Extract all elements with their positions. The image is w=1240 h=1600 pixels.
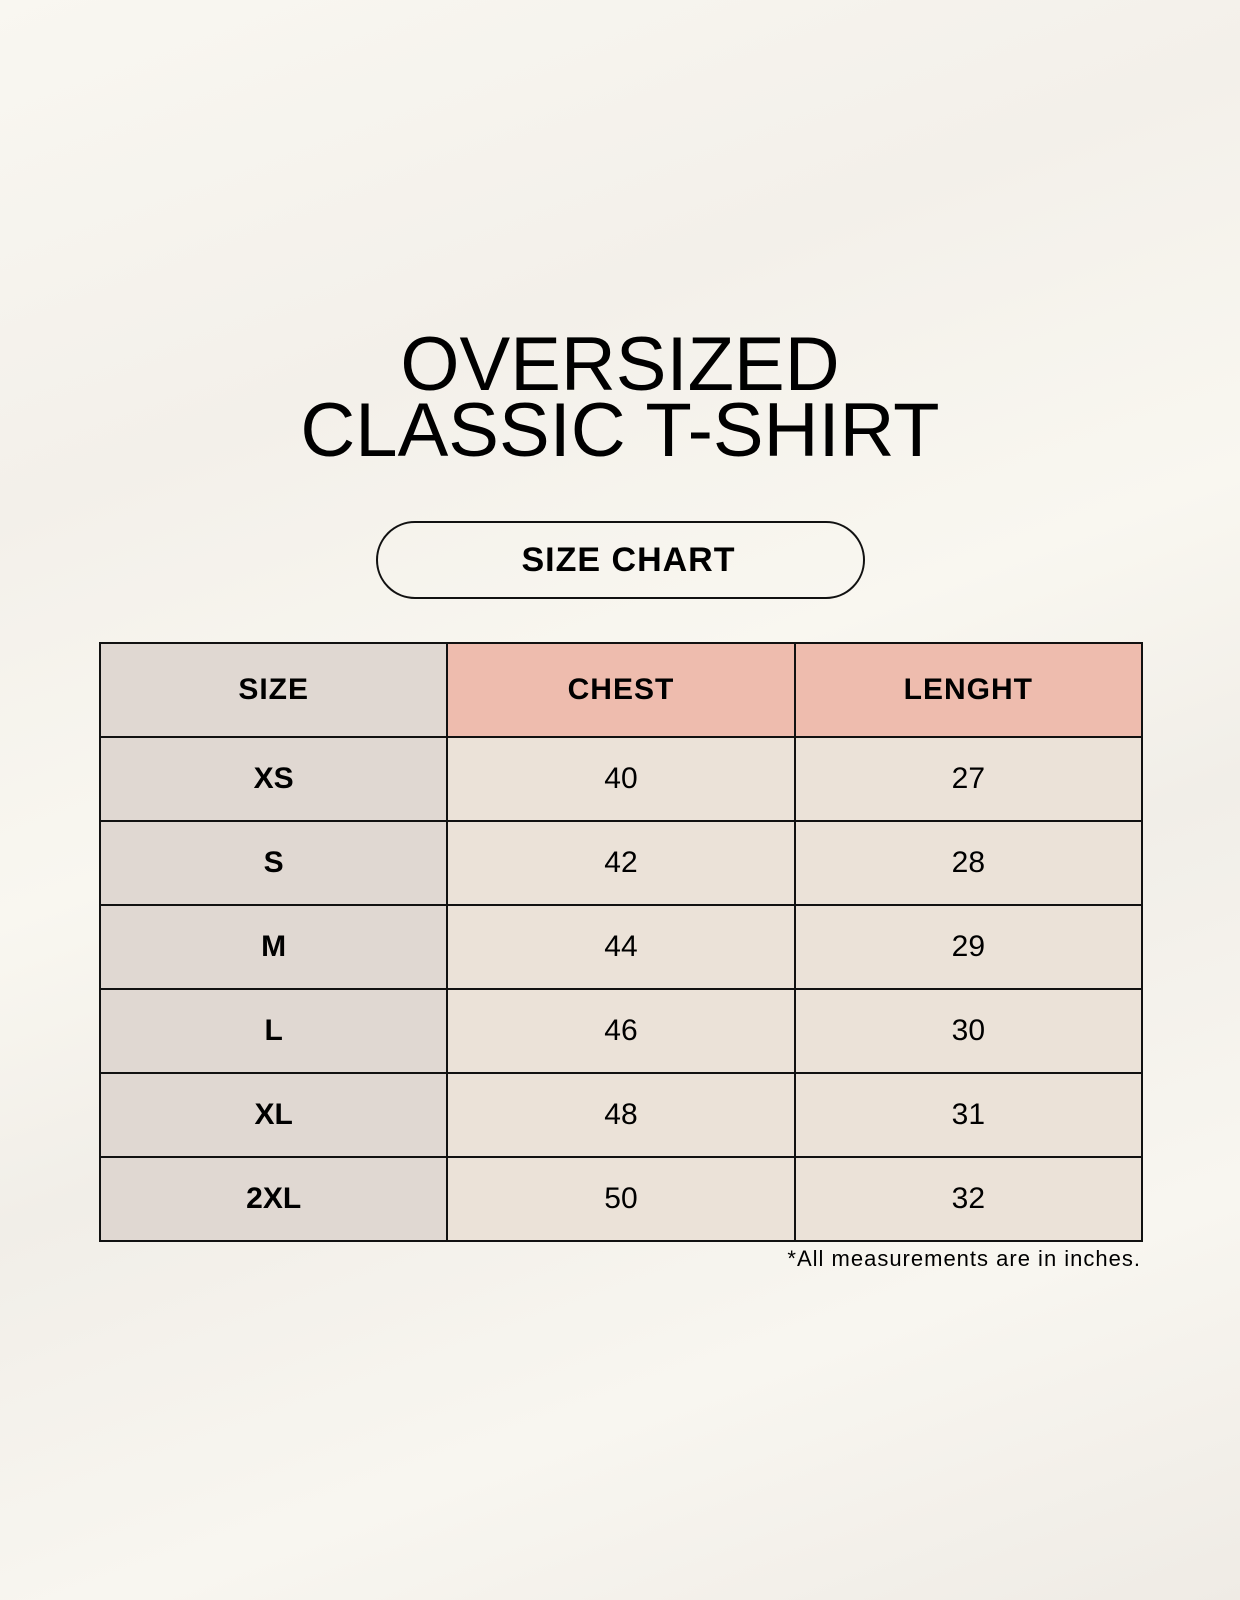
title-line-1: OVERSIZED bbox=[400, 322, 840, 407]
page-title: OVERSIZED CLASSIC T-SHIRT bbox=[0, 322, 1240, 473]
table-row: L 46 30 bbox=[98, 988, 1144, 1074]
header-length: LENGHT bbox=[793, 642, 1144, 738]
chest-cell: 50 bbox=[446, 1156, 796, 1242]
size-table: SIZE CHEST LENGHT XS 40 27 S 42 28 M 44 29 L 46 30 X… bbox=[98, 642, 1144, 1242]
length-cell: 31 bbox=[793, 1072, 1144, 1158]
table-row: M 44 29 bbox=[98, 904, 1144, 990]
title-line-2: CLASSIC T-SHIRT bbox=[300, 388, 940, 473]
header-size: SIZE bbox=[98, 642, 449, 738]
chest-cell: 46 bbox=[446, 988, 796, 1074]
size-cell: L bbox=[98, 988, 449, 1074]
length-cell: 27 bbox=[793, 736, 1144, 822]
chest-cell: 44 bbox=[446, 904, 796, 990]
size-cell: XL bbox=[98, 1072, 449, 1158]
size-cell: M bbox=[98, 904, 449, 990]
length-cell: 28 bbox=[793, 820, 1144, 906]
table-row: XS 40 27 bbox=[98, 736, 1144, 822]
chest-cell: 40 bbox=[446, 736, 796, 822]
table-row: S 42 28 bbox=[98, 820, 1144, 906]
table-header-row: SIZE CHEST LENGHT bbox=[98, 642, 1144, 738]
length-cell: 30 bbox=[793, 988, 1144, 1074]
footnote: *All measurements are in inches. bbox=[787, 1246, 1141, 1271]
size-cell: XS bbox=[98, 736, 449, 822]
header-chest: CHEST bbox=[446, 642, 796, 738]
length-cell: 32 bbox=[793, 1156, 1144, 1242]
size-cell: 2XL bbox=[98, 1156, 449, 1242]
table-row: 2XL 50 32 bbox=[98, 1156, 1144, 1242]
size-chart-badge: SIZE CHART bbox=[376, 521, 865, 599]
length-cell: 29 bbox=[793, 904, 1144, 990]
size-cell: S bbox=[98, 820, 449, 906]
chest-cell: 48 bbox=[446, 1072, 796, 1158]
table-row: XL 48 31 bbox=[98, 1072, 1144, 1158]
chest-cell: 42 bbox=[446, 820, 796, 906]
